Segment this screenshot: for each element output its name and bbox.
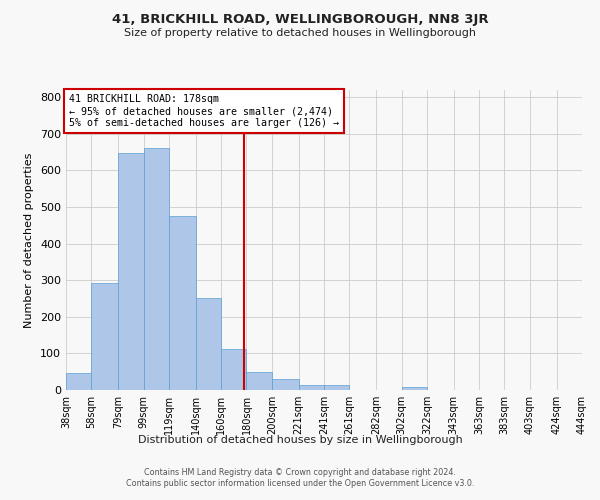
Bar: [401, 387, 427, 390]
Bar: [118, 153, 143, 390]
Bar: [143, 148, 169, 390]
Bar: [66, 373, 91, 390]
Bar: [196, 298, 221, 390]
Bar: [91, 283, 118, 390]
Bar: [272, 380, 299, 390]
Y-axis label: Number of detached properties: Number of detached properties: [25, 152, 34, 328]
Bar: [299, 384, 324, 390]
Text: 41, BRICKHILL ROAD, WELLINGBOROUGH, NN8 3JR: 41, BRICKHILL ROAD, WELLINGBOROUGH, NN8 …: [112, 12, 488, 26]
Text: Contains HM Land Registry data © Crown copyright and database right 2024.
Contai: Contains HM Land Registry data © Crown c…: [126, 468, 474, 487]
Bar: [324, 385, 349, 390]
Bar: [582, 388, 600, 390]
Bar: [221, 348, 247, 390]
Bar: [169, 216, 196, 390]
Text: Distribution of detached houses by size in Wellingborough: Distribution of detached houses by size …: [137, 435, 463, 445]
Text: 41 BRICKHILL ROAD: 178sqm
← 95% of detached houses are smaller (2,474)
5% of sem: 41 BRICKHILL ROAD: 178sqm ← 95% of detac…: [68, 94, 338, 128]
Text: Size of property relative to detached houses in Wellingborough: Size of property relative to detached ho…: [124, 28, 476, 38]
Bar: [247, 372, 272, 390]
